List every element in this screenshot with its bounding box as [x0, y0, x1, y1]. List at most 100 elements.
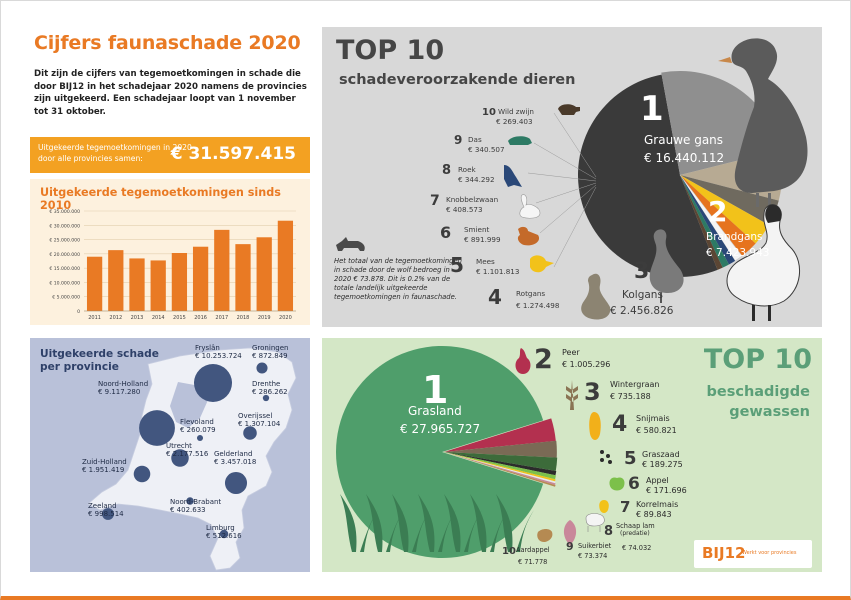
province-bubble-noord-holland	[139, 410, 175, 446]
netherlands-outline	[87, 347, 297, 571]
bar-xtick-label: 2020	[279, 315, 292, 321]
animal-slice-7	[679, 174, 743, 262]
animal-value: € 7.423.943	[706, 247, 770, 259]
bar-ytick-label: € 30.000.000	[49, 223, 80, 229]
wigeon-icon	[517, 226, 540, 246]
province-bubble-groningen	[256, 362, 268, 374]
bar-xtick-label: 2011	[88, 315, 101, 321]
province-name: Groningen	[252, 344, 289, 352]
bij12-logo: BIJ12 Werkt voor provincies	[694, 540, 812, 568]
crop-rank-1: 1	[422, 368, 449, 412]
bar-xtick-label: 2017	[215, 315, 228, 321]
bar-2015	[171, 253, 188, 311]
animal-top10-title: TOP 10	[336, 35, 445, 66]
crop-value: € 735.188	[610, 392, 651, 401]
animal-value: € 2.456.826	[610, 305, 674, 317]
bar-2012	[108, 250, 124, 311]
grain-icon	[566, 380, 578, 410]
crop-name: Schaap lam	[616, 522, 655, 530]
crop-pie-chart	[336, 346, 625, 558]
province-label: Limburg € 512.616	[206, 524, 242, 541]
province-value: € 998.514	[88, 510, 124, 519]
bar-chart: € 35.000.000 € 30.000.000 € 25.000.000 € 20…	[49, 209, 296, 321]
crop-top10-subtitle: beschadigde gewassen	[706, 384, 811, 420]
animal-rank-5: 5	[450, 253, 464, 277]
swan-icon	[519, 194, 541, 219]
animal-value: € 1.274.498	[516, 301, 560, 310]
bar-ytick-label: 0	[77, 309, 80, 315]
crop-name: Korrelmais	[636, 500, 679, 509]
netherlands-map	[87, 347, 297, 571]
page-title: Cijfers faunaschade 2020	[34, 32, 301, 54]
crop-rank-4: 4	[612, 412, 628, 437]
crop-name: Suikerbiet	[578, 542, 612, 550]
crop-rank-6: 6	[628, 474, 640, 494]
animal-value: € 16.440.112	[644, 151, 725, 165]
bar-ytick-label: € 35.000.000	[49, 209, 80, 215]
wild-boar-icon	[558, 104, 580, 115]
crop-value: € 27.965.727	[400, 422, 481, 436]
crop-value: € 1.005.296	[562, 360, 611, 369]
crop-rank-2: 2	[534, 344, 553, 375]
animal-slice-10	[680, 175, 723, 270]
animal-value: € 344.292	[458, 175, 495, 184]
animal-value: € 1.101.813	[476, 267, 520, 276]
animal-pie-chart	[336, 38, 808, 321]
animal-name: Roek	[458, 165, 476, 174]
animal-name: Wild zwijn	[498, 107, 534, 116]
province-value: € 402.633	[170, 506, 206, 515]
crop-slice-10	[444, 452, 556, 487]
province-label: Noord-Holland € 9.117.280	[98, 380, 148, 397]
bar-2017	[214, 229, 230, 311]
animal-slice-6	[680, 175, 756, 256]
bar-2013	[129, 258, 145, 311]
province-name: Noord-Holland	[98, 380, 149, 388]
crop-value: € 74.032	[622, 544, 652, 552]
province-name: Fryslân	[195, 344, 220, 352]
province-bubble-frysl-n	[194, 364, 232, 402]
animal-name: Grauwe gans	[644, 133, 724, 147]
animal-name: Mees	[476, 257, 495, 266]
bar-xtick-label: 2019	[258, 315, 271, 321]
crop-name-extra: (predatie)	[620, 530, 650, 537]
crop-name: Grasland	[408, 404, 462, 418]
animal-leader-line	[553, 186, 597, 268]
bar-xtick-label: 2018	[237, 315, 250, 321]
logo-text: Werkt voor provincies	[742, 550, 797, 556]
animal-name: Rotgans	[516, 289, 546, 298]
crop-name: Snijmais	[636, 414, 670, 423]
province-value: € 10.253.724	[195, 352, 242, 361]
province-value: € 9.117.280	[98, 388, 141, 397]
potato-icon	[537, 529, 553, 542]
province-label: Fryslân € 10.253.724	[195, 344, 242, 361]
province-map-panel: Uitgekeerde schade per provincie Fryslân…	[30, 338, 310, 572]
animal-slice-9	[680, 175, 729, 268]
animal-rank-7: 7	[430, 193, 440, 209]
bar-ytick-label: € 5.000.000	[52, 295, 80, 301]
province-value: € 260.079	[180, 426, 216, 435]
bar-xtick-label: 2014	[152, 315, 165, 321]
animal-rank-10: 10	[482, 107, 496, 118]
animal-name: Das	[468, 135, 482, 144]
province-name: Overijssel	[238, 412, 273, 420]
barnacle-goose-icon	[726, 204, 801, 321]
animal-slice-5	[680, 175, 769, 244]
animal-leader-line	[553, 112, 597, 178]
province-name: Zuid-Holland	[82, 458, 127, 466]
crop-slice-3	[444, 440, 557, 458]
province-value: € 1.307.104	[238, 420, 281, 429]
crop-name: Aardappel	[516, 546, 550, 554]
animal-value: € 891.999	[464, 235, 501, 244]
animal-value: € 408.573	[446, 205, 483, 214]
crop-rank-5: 5	[624, 448, 637, 469]
seed-icon	[600, 450, 612, 464]
corn-icon	[589, 412, 601, 440]
crop-value: € 580.821	[636, 426, 677, 435]
animal-leader-line	[539, 184, 597, 234]
province-bubble-drenthe	[262, 394, 270, 402]
rook-icon	[504, 165, 522, 187]
province-bubble-flevoland	[196, 434, 204, 442]
crop-slice-4	[444, 452, 558, 471]
apple-icon	[609, 477, 625, 491]
bar-2011	[86, 256, 103, 311]
